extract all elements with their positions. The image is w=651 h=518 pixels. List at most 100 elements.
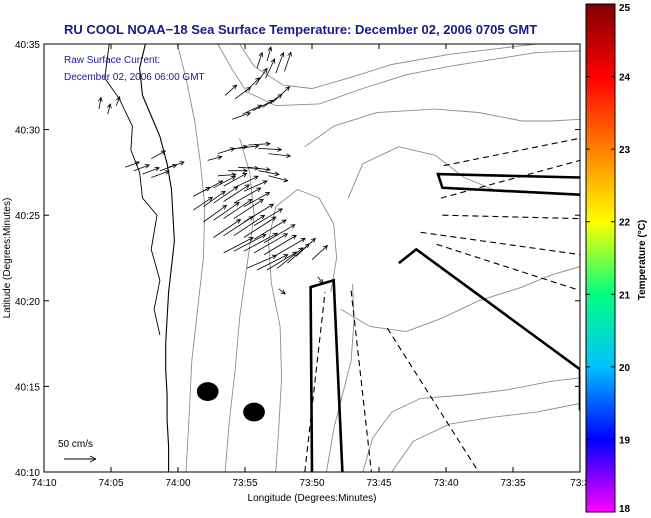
current-vector-40: [223, 172, 248, 187]
chart-title: RU COOL NOAA−18 Sea Surface Temperature:…: [64, 22, 537, 37]
current-vector-14: [248, 141, 271, 147]
y-tick-label-3: 40:25: [15, 211, 40, 222]
colorbar-ticks: 18 19 20 21 22 23 24 25: [586, 3, 631, 515]
current-vector-66: [274, 237, 306, 257]
x-tick-label-3: 73:55: [232, 478, 257, 489]
current-vector-74: [317, 276, 324, 284]
current-vector-69: [266, 251, 298, 271]
dashed-line-1: [350, 290, 372, 472]
dashed-lines: [304, 137, 580, 472]
inlet-shore-line: [104, 44, 161, 336]
dashed-line-4: [436, 243, 580, 292]
current-vector-47: [233, 187, 262, 204]
dashed-line-0: [304, 292, 326, 472]
x-tick-label-0: 74:10: [31, 478, 56, 489]
current-vector-3: [124, 161, 141, 168]
current-vector-41: [233, 175, 259, 189]
x-tick-label-6: 73:40: [433, 478, 458, 489]
current-vector-60: [263, 224, 296, 243]
colorbar-tick-label-1: 19: [619, 435, 631, 446]
current-vector-15: [258, 147, 283, 152]
x-tick-label-1: 74:05: [98, 478, 123, 489]
x-tick-label-7: 73:35: [500, 478, 525, 489]
colorbar-tick-label-7: 25: [619, 3, 631, 14]
current-vector-16: [268, 153, 292, 158]
y-tick-label-1: 40:15: [15, 382, 40, 393]
region-outlines: [309, 172, 580, 472]
x-tick-label-8: 73:3: [570, 478, 590, 489]
current-vector-31: [265, 58, 276, 79]
isobath-line-9: [304, 108, 580, 148]
colorbar: [585, 3, 616, 513]
colorbar-tick-label-2: 20: [619, 363, 631, 374]
colorbar-tick-label-4: 22: [619, 218, 631, 229]
isobath-lines: [176, 44, 580, 472]
current-vector-72: [295, 237, 316, 257]
current-vector-12: [227, 144, 249, 151]
current-vector-30: [255, 67, 268, 86]
current-vector-50: [213, 201, 240, 221]
plot-area: [97, 44, 580, 472]
subtitle-line-2: December 02, 2006 06:00 GMT: [64, 72, 205, 83]
current-vector-1: [107, 103, 112, 115]
colorbar-tick-label-0: 18: [619, 504, 631, 515]
dashed-line-2: [386, 327, 480, 472]
scale-arrow: [64, 455, 97, 463]
isobath-line-7: [340, 266, 580, 333]
current-vector-54: [253, 208, 283, 226]
current-vector-23: [232, 112, 252, 120]
current-vector-6: [151, 150, 167, 160]
dashed-line-7: [443, 137, 580, 167]
subtitle-line-1: Raw Surface Current:: [64, 55, 160, 66]
y-tick-label-5: 40:35: [15, 40, 40, 51]
current-vector-36: [224, 84, 238, 96]
region-outline-1: [436, 172, 580, 196]
y-tick-label-4: 40:30: [15, 126, 40, 137]
current-vector-20: [248, 166, 271, 172]
region-outline-0: [309, 278, 344, 472]
current-vector-64: [253, 233, 289, 254]
current-vector-10: [207, 155, 223, 161]
current-vector-34: [256, 51, 264, 69]
isobath-line-4: [268, 188, 338, 472]
current-vector-73: [311, 244, 329, 260]
current-vector-9: [168, 161, 185, 168]
current-vector-56: [223, 215, 254, 237]
current-vector-22: [268, 175, 289, 183]
current-vector-59: [253, 219, 287, 240]
current-vector-49: [203, 204, 228, 223]
colorbar-label: Temperature (°C): [637, 220, 648, 301]
isobath-line-8: [347, 146, 494, 199]
current-vector-38: [203, 180, 224, 192]
current-vector-65: [263, 234, 297, 255]
current-vector-63: [243, 232, 278, 252]
y-axis-label: Latitude (Degrees:Minutes): [2, 198, 13, 319]
current-vector-33: [284, 51, 292, 72]
colorbar-tick-label-3: 21: [619, 290, 631, 301]
current-vector-55: [213, 218, 242, 238]
isobath-line-10: [391, 403, 580, 472]
x-tick-label-5: 73:45: [366, 478, 391, 489]
island-0: [196, 382, 219, 401]
current-vector-39: [213, 175, 237, 189]
current-vector-32: [275, 51, 285, 74]
current-vector-35: [266, 46, 273, 62]
current-vector-57: [233, 214, 266, 237]
current-vector-61: [223, 237, 254, 254]
current-vector-27: [272, 86, 291, 103]
colorbar-tick-label-6: 24: [619, 73, 631, 84]
current-vector-51: [223, 198, 253, 219]
current-vector-44: [203, 190, 226, 207]
current-vector-2: [116, 95, 121, 106]
current-vector-58: [243, 216, 277, 238]
current-vector-18: [228, 168, 249, 174]
coastline: [104, 44, 175, 472]
isobath-line-0: [217, 44, 580, 107]
x-axis-label: Longitude (Degrees:Minutes): [248, 493, 377, 504]
coastline-line: [139, 44, 175, 472]
isobath-line-2: [176, 44, 206, 472]
current-vector-42: [243, 180, 268, 192]
y-axis-ticks: 40:10 40:15 40:20 40:25 40:30 40:35: [15, 40, 580, 479]
current-vector-48: [243, 192, 271, 207]
x-tick-label-4: 73:50: [299, 478, 324, 489]
